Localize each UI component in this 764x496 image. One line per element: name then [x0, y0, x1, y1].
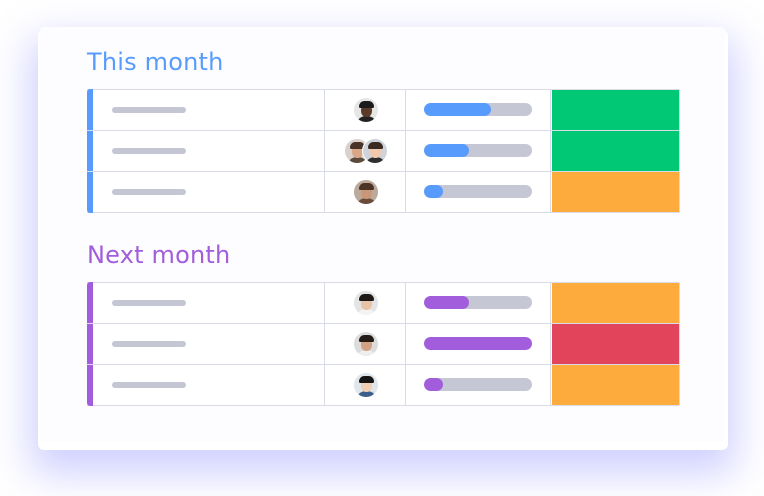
status-label[interactable] — [552, 172, 679, 212]
people-cell[interactable] — [325, 131, 406, 171]
people-cell[interactable] — [325, 172, 406, 212]
group-color-bar — [87, 282, 93, 406]
avatar[interactable] — [362, 138, 388, 164]
progress-bar — [424, 103, 532, 116]
item-name-cell[interactable] — [93, 172, 325, 212]
group-table-next-month — [87, 282, 680, 406]
item-name-placeholder — [112, 107, 186, 113]
progress-fill — [424, 144, 470, 157]
status-cell[interactable] — [551, 90, 679, 130]
group-title-next-month: Next month — [87, 241, 231, 269]
progress-fill — [424, 378, 444, 391]
table-row[interactable] — [87, 324, 679, 365]
table-row[interactable] — [87, 283, 679, 324]
progress-cell[interactable] — [406, 131, 551, 171]
avatar[interactable] — [353, 290, 379, 316]
status-cell[interactable] — [551, 131, 679, 171]
progress-fill — [424, 103, 491, 116]
item-name-cell[interactable] — [93, 324, 325, 364]
people-cell[interactable] — [325, 324, 406, 364]
item-name-cell[interactable] — [93, 131, 325, 171]
progress-bar — [424, 378, 532, 391]
status-cell[interactable] — [551, 365, 679, 405]
item-name-placeholder — [112, 300, 186, 306]
progress-fill — [424, 337, 532, 350]
group-title-this-month: This month — [87, 48, 224, 76]
progress-bar — [424, 185, 532, 198]
status-cell[interactable] — [551, 172, 679, 212]
item-name-cell[interactable] — [93, 365, 325, 405]
progress-cell[interactable] — [406, 283, 551, 323]
status-label[interactable] — [552, 90, 679, 130]
item-name-placeholder — [112, 382, 186, 388]
avatar[interactable] — [353, 179, 379, 205]
avatar[interactable] — [353, 331, 379, 357]
avatar[interactable] — [353, 97, 379, 123]
progress-bar — [424, 296, 532, 309]
people-cell[interactable] — [325, 365, 406, 405]
table-row[interactable] — [87, 365, 679, 405]
item-name-placeholder — [112, 148, 186, 154]
item-name-placeholder — [112, 341, 186, 347]
progress-bar — [424, 337, 532, 350]
progress-fill — [424, 185, 444, 198]
group-table-this-month — [87, 89, 680, 213]
progress-cell[interactable] — [406, 365, 551, 405]
progress-cell[interactable] — [406, 172, 551, 212]
status-cell[interactable] — [551, 283, 679, 323]
table-row[interactable] — [87, 172, 679, 212]
people-cell[interactable] — [325, 283, 406, 323]
item-name-cell[interactable] — [93, 90, 325, 130]
avatar[interactable] — [353, 372, 379, 398]
item-name-placeholder — [112, 189, 186, 195]
status-label[interactable] — [552, 131, 679, 171]
progress-cell[interactable] — [406, 90, 551, 130]
table-row[interactable] — [87, 131, 679, 172]
table-row[interactable] — [87, 90, 679, 131]
item-name-cell[interactable] — [93, 283, 325, 323]
status-label[interactable] — [552, 283, 679, 323]
status-label[interactable] — [552, 365, 679, 405]
progress-fill — [424, 296, 470, 309]
status-cell[interactable] — [551, 324, 679, 364]
people-cell[interactable] — [325, 90, 406, 130]
group-color-bar — [87, 89, 93, 213]
progress-cell[interactable] — [406, 324, 551, 364]
status-label[interactable] — [552, 324, 679, 364]
progress-bar — [424, 144, 532, 157]
